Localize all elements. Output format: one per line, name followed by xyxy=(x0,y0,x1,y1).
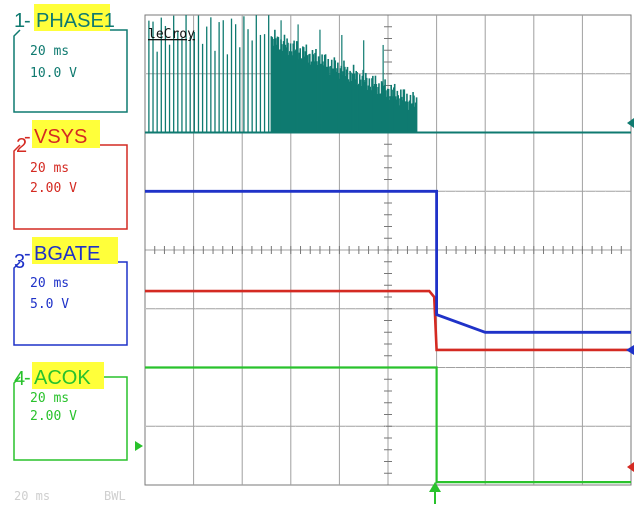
channel-4-label-highlight xyxy=(32,362,104,389)
channel-3-label: - xyxy=(24,243,31,265)
channel-3-panel[interactable]: 3 - BGATE 20 ms 5.0 V xyxy=(13,237,128,346)
channel-4-number: 4 xyxy=(14,368,25,390)
channel-1-panel[interactable]: 1 - PHASE1 20 ms 10.0 V xyxy=(13,4,128,113)
channel-3-number: 3 xyxy=(14,251,25,273)
channel-1-name: PHASE1 xyxy=(36,10,115,32)
ch2-right-marker-icon xyxy=(627,462,634,472)
channel-2-timebase: 20 ms xyxy=(30,161,69,176)
channel-2-scale: 2.00 V xyxy=(30,181,77,196)
channel-2-label: - xyxy=(24,126,31,148)
channel-4-timebase: 20 ms xyxy=(30,391,69,406)
trigger-arrow-icon xyxy=(429,482,441,504)
acok-trace xyxy=(145,366,631,484)
footer-timebase: 20 ms xyxy=(14,489,50,503)
channel-1-timebase: 20 ms xyxy=(30,44,69,59)
channel-1-scale: 10.0 V xyxy=(30,66,77,81)
channel-3-timebase: 20 ms xyxy=(30,276,69,291)
plot-grid xyxy=(144,14,632,486)
footer-bwl: BWL xyxy=(104,489,126,503)
channel-4-scale: 2.00 V xyxy=(30,409,77,424)
channel-2-panel[interactable]: 2 - VSYS 20 ms 2.00 V xyxy=(13,120,128,230)
channel-2-number: 2 xyxy=(16,135,27,157)
channel-1-label-highlight xyxy=(34,4,110,31)
channel-3-name: BGATE xyxy=(34,243,100,265)
channel-3-label-highlight xyxy=(32,237,118,264)
channel-1-label: - xyxy=(24,10,31,32)
channel-2-name: VSYS xyxy=(34,126,87,148)
channel-4-panel[interactable]: 4 - ACOK 20 ms 2.00 V xyxy=(13,362,128,461)
phase1-trace xyxy=(145,15,631,134)
bgate-trace xyxy=(145,189,631,334)
channel-3-scale: 5.0 V xyxy=(30,297,69,312)
channel-4-name: ACOK xyxy=(34,367,91,389)
channel-2-label-highlight xyxy=(32,120,100,148)
channel-1-number: 1 xyxy=(14,10,25,32)
channel-4-label: - xyxy=(24,367,31,389)
ch3-right-marker-icon xyxy=(626,345,634,355)
vsys-trace xyxy=(145,289,631,352)
ch4-ground-marker-icon xyxy=(135,441,143,451)
ch1-right-marker-icon xyxy=(627,118,634,128)
lecroy-logo: leCroy xyxy=(148,27,195,42)
traces-group xyxy=(145,15,631,484)
